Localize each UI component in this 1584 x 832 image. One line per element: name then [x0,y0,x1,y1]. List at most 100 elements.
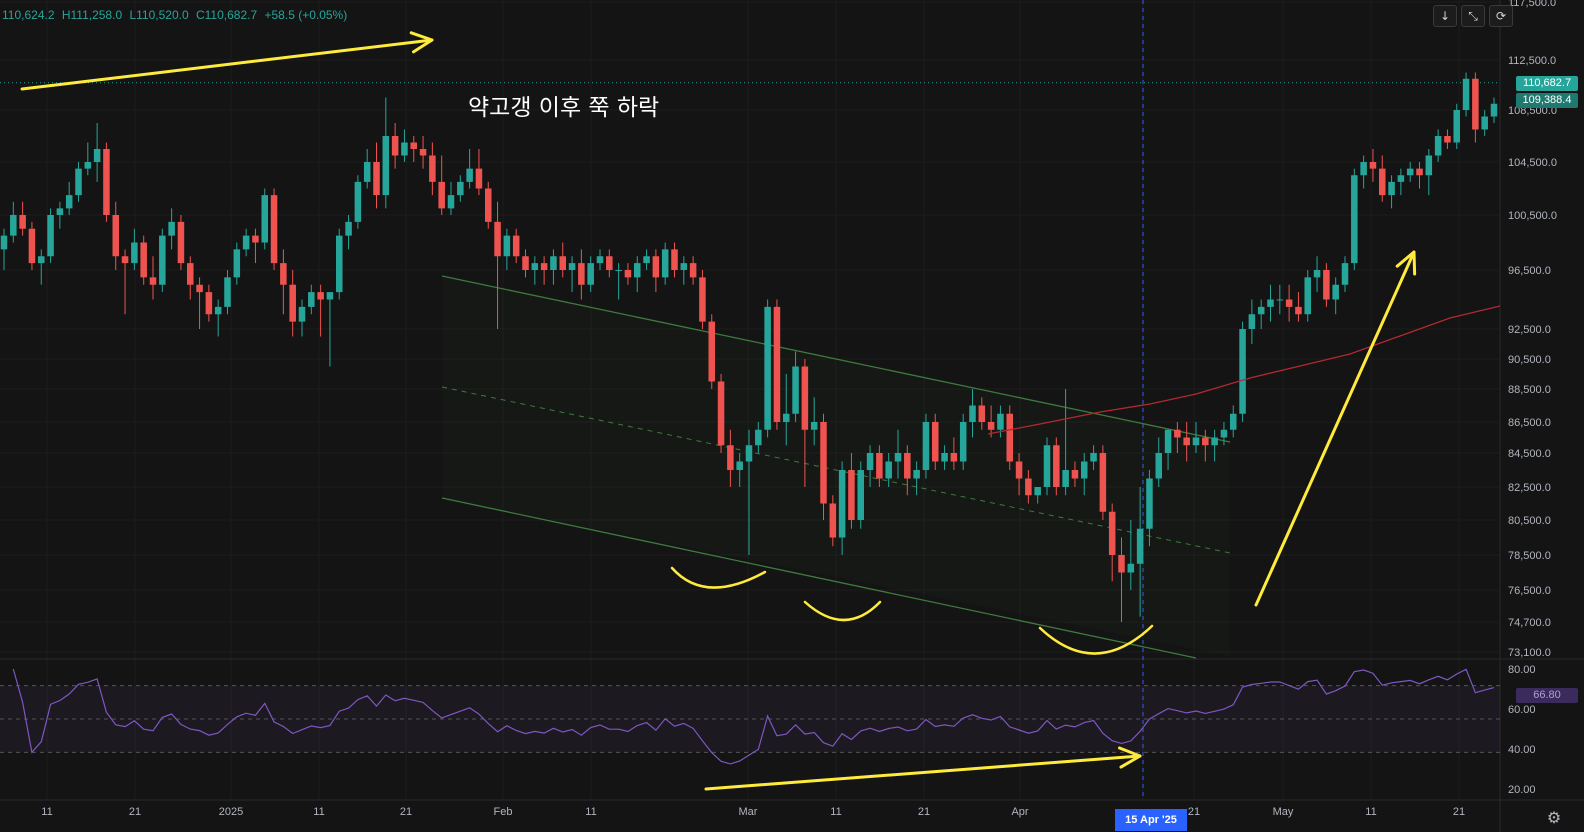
candle-body [512,235,520,257]
candle-body [615,270,622,271]
candle-body [373,162,380,196]
candle-body [894,453,902,462]
x-axis-tick-label: 21 [1453,806,1465,818]
candle-body [131,242,138,264]
candle-body [56,208,64,215]
candle-body [1341,263,1349,285]
candle-body [1192,437,1200,446]
candle-body [969,405,976,422]
channel-upper-line [441,275,1231,443]
y-axis-tick-label: 112,500.0 [1508,55,1556,67]
candle-body [736,461,743,470]
candle-body [484,188,492,222]
candle-body [876,453,883,479]
candle-body [1146,478,1153,529]
candle-body [782,413,790,422]
candle-body [1462,78,1470,110]
candle-body [857,470,865,520]
bottom-curve-2 [803,600,882,622]
candle-body [578,263,585,285]
candle-body [1453,110,1461,143]
candle-body [1416,168,1423,176]
ohlc-close: C110,682.7 [195,8,258,22]
candle-body [848,470,855,520]
y-axis-tick-label: 80,500.0 [1508,515,1551,527]
candle-body [1360,162,1367,176]
candle-body [1276,299,1284,301]
channel-fill [442,276,1230,656]
x-axis-tick-label: 11 [313,806,324,818]
rsi-tick-label: 40.00 [1508,744,1536,756]
candle-body [922,422,930,470]
channel-lower-line [441,497,1197,659]
crosshair-date-tag: 15 Apr '25 [1115,809,1187,831]
y-axis-tick-label: 88,500.0 [1508,384,1551,396]
x-axis-tick-label: 21 [400,806,412,818]
annotation-text: 약고갱 이후 쭉 하락 [468,95,660,121]
candle-body [904,453,911,479]
candle-body [298,306,306,322]
candle-body [671,249,678,270]
y-axis-tick-label: 117,500.0 [1508,0,1556,9]
candle-body [540,263,548,270]
candle-body [1062,470,1069,487]
candle-body [93,149,101,162]
candle-body [1313,270,1321,278]
candle-body [75,168,82,196]
candle-body [596,256,604,264]
candle-body [1351,175,1358,264]
candle-body [727,445,734,470]
y-axis-tick-label: 90,500.0 [1508,354,1551,366]
y-axis-tick-label: 74,700.0 [1508,617,1551,629]
candle-body [317,292,324,300]
candle-body [84,162,92,169]
candle-body [354,181,362,222]
candle-body [1378,168,1386,196]
candle-body [792,366,799,414]
y-axis-tick-label: 84,500.0 [1508,448,1551,460]
refresh-button[interactable]: ⟳ [1489,5,1513,27]
candle-body [270,195,278,264]
top-left-arrow [20,38,434,91]
candle-body [1220,429,1228,438]
candle-body [1034,487,1041,496]
x-axis-tick-label: 21 [918,806,930,818]
candle-body [1490,103,1498,117]
candle-body [345,221,352,236]
candle-body [177,221,185,264]
candle-body [978,405,986,422]
x-axis-tick-label: 11 [41,806,52,818]
y-axis-tick-label: 78,500.0 [1508,550,1551,562]
candle-body [1090,453,1097,462]
candle-body [1043,445,1051,487]
candle-body [1118,555,1125,573]
candle-body [438,181,445,209]
candle-body [186,263,194,285]
candle-body [559,256,567,270]
candle-body [121,256,129,264]
candle-body [708,321,716,382]
candle-body [335,235,343,293]
candle-body [1211,437,1218,446]
candle-body [401,142,408,156]
candle-body [447,195,455,209]
ohlc-low: L110,520.0 [129,8,189,22]
candle-body [503,235,511,257]
candle-body [466,168,473,182]
x-axis-tick-label: 2025 [219,806,243,818]
rsi-line [12,668,1495,765]
ohlc-high: H111,258.0 [61,8,123,22]
candle-body [941,453,948,462]
candle-body [885,461,892,479]
candle-body [652,256,660,278]
candle-body [680,263,688,270]
fullscreen-button[interactable]: ⤡ [1461,5,1485,27]
download-button[interactable]: ↓ [1433,5,1457,27]
candle-body [624,270,632,278]
candle-body [429,155,436,182]
candle-body [1136,528,1144,564]
chart-toolbar: ↓ ⤡ ⟳ [1433,5,1513,27]
gear-icon[interactable]: ⚙ [1546,808,1562,827]
